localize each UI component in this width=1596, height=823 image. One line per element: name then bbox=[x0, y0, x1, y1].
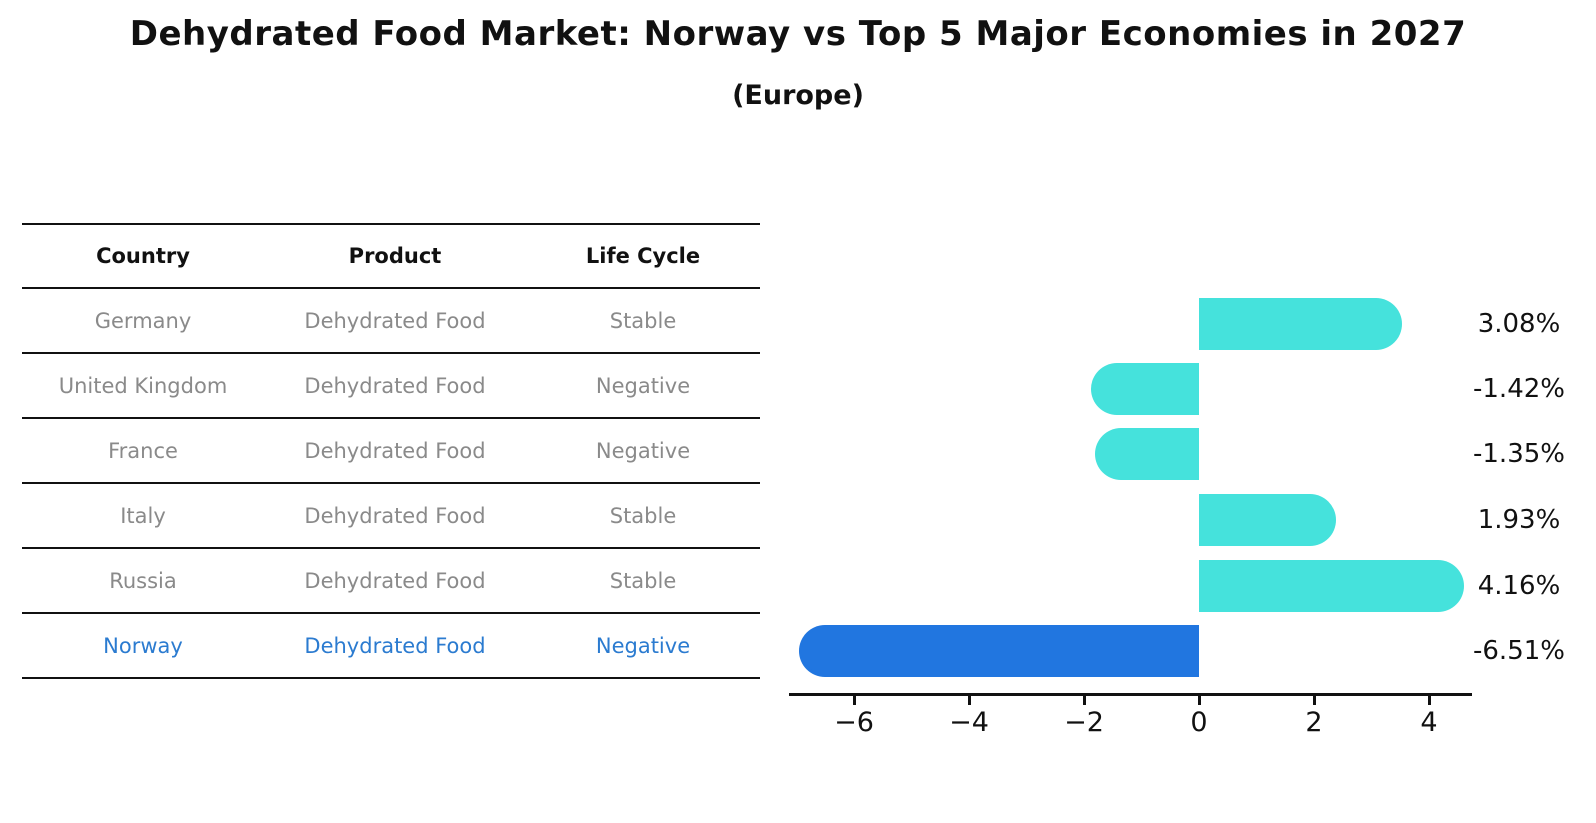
cell-lifecycle: Stable bbox=[526, 483, 760, 549]
cell-country: Italy bbox=[22, 483, 264, 549]
bar-value-label: -6.51% bbox=[1473, 636, 1565, 666]
col-header-country: Country bbox=[22, 224, 264, 289]
x-tick-label: −6 bbox=[834, 707, 874, 738]
bar-value-label: 4.16% bbox=[1477, 571, 1561, 601]
cell-product: Dehydrated Food bbox=[264, 353, 526, 419]
cell-lifecycle: Stable bbox=[526, 288, 760, 354]
table-row-germany: Germany Dehydrated Food Stable bbox=[22, 288, 760, 354]
x-axis-line bbox=[789, 693, 1472, 696]
bar-germany bbox=[1199, 298, 1403, 350]
cell-country: Germany bbox=[22, 288, 264, 354]
cell-country: France bbox=[22, 418, 264, 484]
cell-lifecycle: Negative bbox=[526, 353, 760, 419]
bar-france bbox=[1095, 428, 1199, 480]
cell-country: Norway bbox=[22, 613, 264, 679]
table-row-italy: Italy Dehydrated Food Stable bbox=[22, 483, 760, 549]
x-axis-tick bbox=[967, 695, 971, 705]
cell-country: Russia bbox=[22, 548, 264, 614]
bar-norway bbox=[798, 625, 1199, 677]
cell-product: Dehydrated Food bbox=[264, 483, 526, 549]
col-header-product: Product bbox=[264, 224, 526, 289]
cell-product: Dehydrated Food bbox=[264, 548, 526, 614]
col-header-lifecycle: Life Cycle bbox=[526, 224, 760, 289]
bar-value-label: 3.08% bbox=[1477, 309, 1561, 339]
cell-lifecycle: Negative bbox=[526, 418, 760, 484]
cell-lifecycle: Stable bbox=[526, 548, 760, 614]
x-tick-label: 4 bbox=[1420, 707, 1438, 738]
cell-product: Dehydrated Food bbox=[264, 288, 526, 354]
chart-title: Dehydrated Food Market: Norway vs Top 5 … bbox=[129, 14, 1467, 54]
x-axis-tick bbox=[1312, 695, 1316, 705]
cell-country: United Kingdom bbox=[22, 353, 264, 419]
cell-product: Dehydrated Food bbox=[264, 418, 526, 484]
table-header-row: Country Product Life Cycle bbox=[22, 224, 760, 289]
bar-italy bbox=[1199, 494, 1336, 546]
x-axis-tick bbox=[1082, 695, 1086, 705]
bar-value-label: -1.42% bbox=[1473, 374, 1565, 404]
country-table: Country Product Life Cycle Germany Dehyd… bbox=[22, 223, 760, 679]
bar-value-label: -1.35% bbox=[1473, 439, 1565, 469]
x-tick-label: 0 bbox=[1190, 707, 1208, 738]
chart-subtitle: (Europe) bbox=[732, 80, 864, 111]
bar-united-kingdom bbox=[1091, 363, 1199, 415]
bar-russia bbox=[1199, 560, 1465, 612]
x-axis-tick bbox=[852, 695, 856, 705]
cell-product: Dehydrated Food bbox=[264, 613, 526, 679]
table-row-united-kingdom: United Kingdom Dehydrated Food Negative bbox=[22, 353, 760, 419]
table-row-russia: Russia Dehydrated Food Stable bbox=[22, 548, 760, 614]
x-axis-tick bbox=[1197, 695, 1201, 705]
table-row-norway: Norway Dehydrated Food Negative bbox=[22, 613, 760, 679]
x-tick-label: −2 bbox=[1064, 707, 1104, 738]
x-tick-label: −4 bbox=[949, 707, 989, 738]
x-tick-label: 2 bbox=[1305, 707, 1323, 738]
x-axis-tick bbox=[1427, 695, 1431, 705]
bar-value-label: 1.93% bbox=[1477, 505, 1561, 535]
cell-lifecycle: Negative bbox=[526, 613, 760, 679]
table-row-france: France Dehydrated Food Negative bbox=[22, 418, 760, 484]
